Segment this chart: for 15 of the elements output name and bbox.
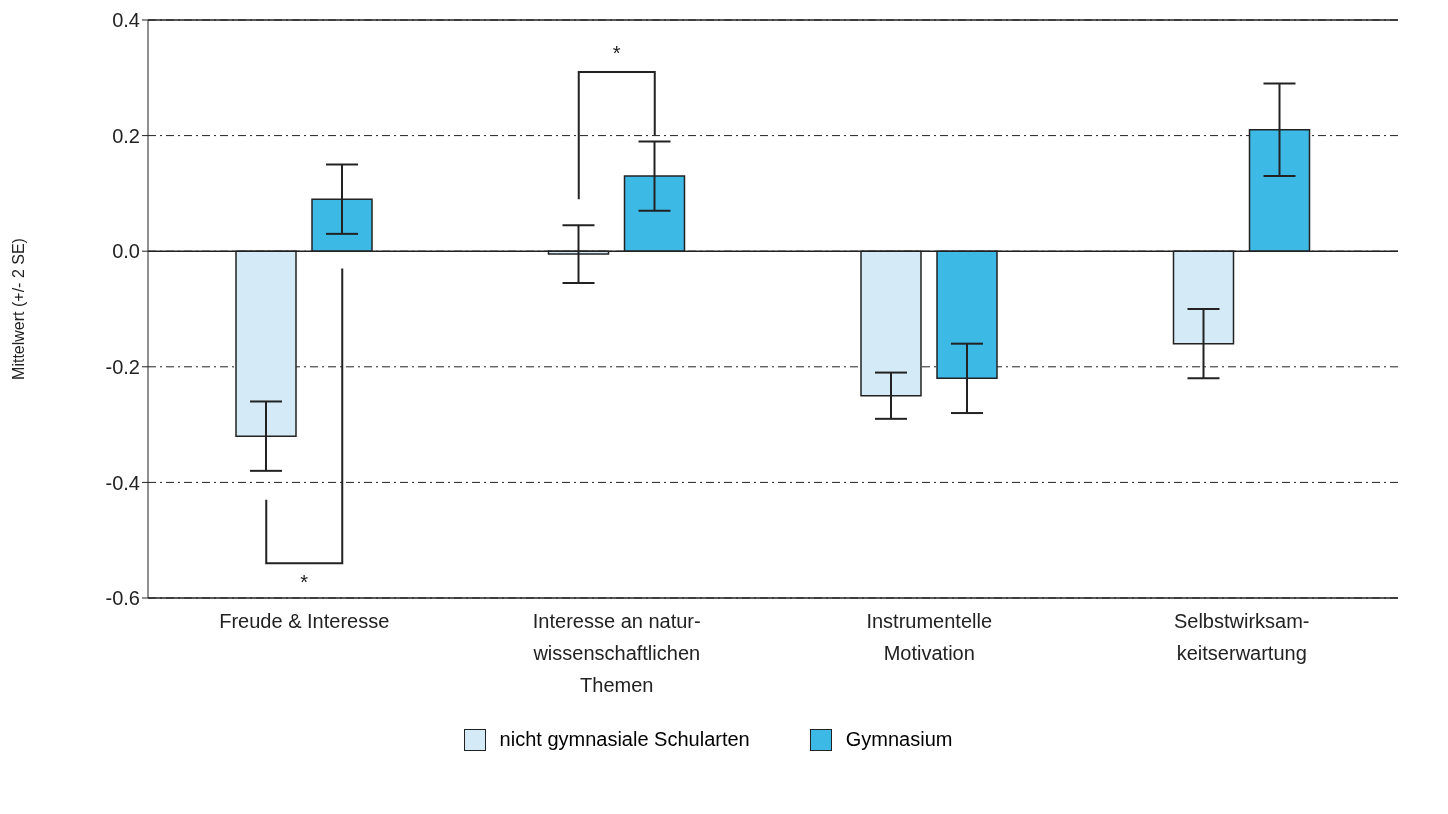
x-tick-label: Interesse an natur- wissenschaftlichen Themen <box>532 610 701 696</box>
y-tick-label: -0.2 <box>105 355 140 378</box>
legend-label: Gymnasium <box>845 728 953 751</box>
y-tick-label: -0.6 <box>105 587 140 610</box>
x-tick-label: Freude & Interesse <box>219 610 390 632</box>
y-tick-label: 0.2 <box>112 124 140 147</box>
y-tick-label: -0.4 <box>105 471 140 494</box>
annotation: * <box>300 571 309 594</box>
y-tick-label: 0.0 <box>112 240 140 263</box>
y-axis-title: Mittelwert (+/- 2 SE) <box>9 238 27 380</box>
y-tick-label: 0.4 <box>112 9 140 32</box>
x-tick-label: Selbstwirksam- keitserwartung <box>1173 610 1310 664</box>
legend-label: nicht gymnasiale Schularten <box>499 728 750 751</box>
x-tick-label: Instrumentelle Motivation <box>866 610 993 664</box>
annotation: * <box>612 42 621 65</box>
